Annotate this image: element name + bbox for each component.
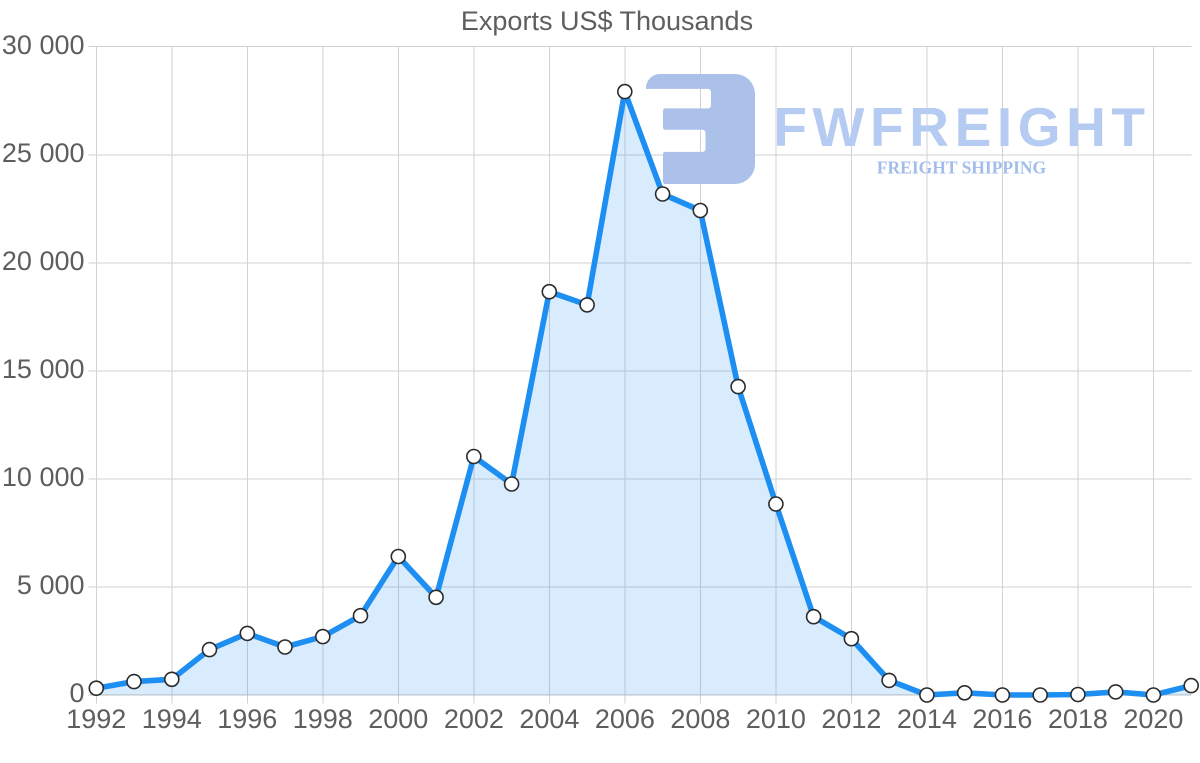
svg-text:1998: 1998 (293, 704, 353, 734)
svg-text:30 000: 30 000 (2, 30, 85, 60)
svg-text:2014: 2014 (897, 704, 957, 734)
svg-text:2016: 2016 (972, 704, 1032, 734)
svg-text:15 000: 15 000 (2, 354, 85, 384)
svg-text:10 000: 10 000 (2, 462, 85, 492)
svg-text:2018: 2018 (1048, 704, 1108, 734)
svg-text:25 000: 25 000 (2, 138, 85, 168)
svg-text:FREIGHT SHIPPING: FREIGHT SHIPPING (877, 158, 1047, 178)
svg-text:20 000: 20 000 (2, 246, 85, 276)
svg-text:2020: 2020 (1123, 704, 1183, 734)
svg-text:2004: 2004 (519, 704, 579, 734)
svg-text:2008: 2008 (670, 704, 730, 734)
svg-text:0: 0 (69, 678, 84, 708)
svg-text:Exports US$ Thousands: Exports US$ Thousands (461, 6, 753, 36)
svg-text:2002: 2002 (444, 704, 504, 734)
svg-text:1994: 1994 (142, 704, 202, 734)
svg-text:2006: 2006 (595, 704, 655, 734)
svg-text:2000: 2000 (368, 704, 428, 734)
svg-text:2010: 2010 (746, 704, 806, 734)
svg-text:5 000: 5 000 (17, 570, 85, 600)
svg-text:FWFREIGHT: FWFREIGHT (773, 96, 1150, 158)
svg-text:1996: 1996 (217, 704, 277, 734)
svg-text:1992: 1992 (66, 704, 126, 734)
svg-text:2012: 2012 (821, 704, 881, 734)
